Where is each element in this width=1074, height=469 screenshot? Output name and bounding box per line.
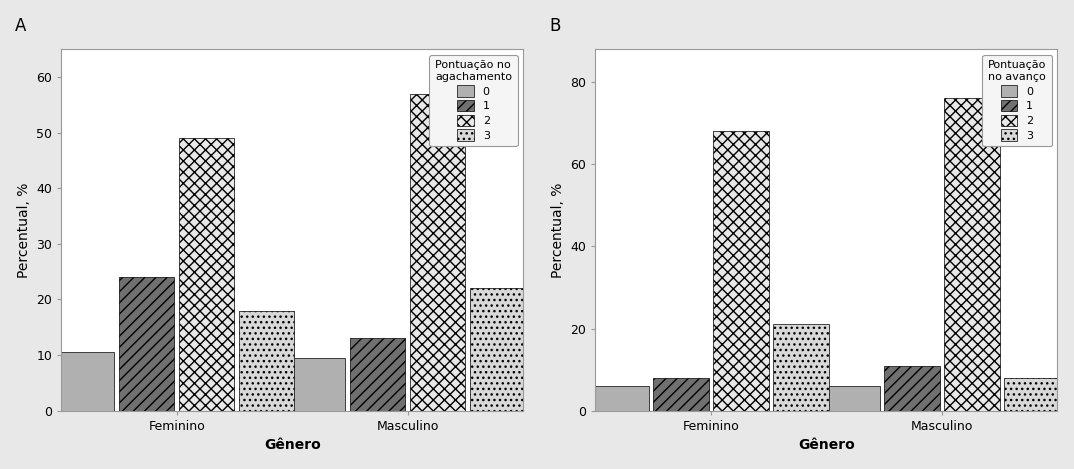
Text: B: B [549, 16, 561, 35]
Bar [240, 310, 294, 411]
Y-axis label: Percentual, %: Percentual, % [17, 182, 31, 278]
Bar [824, 386, 880, 411]
Bar [653, 378, 709, 411]
Text: A: A [15, 16, 27, 35]
X-axis label: Gênero: Gênero [264, 439, 320, 452]
Bar [179, 138, 234, 411]
Bar [410, 94, 465, 411]
Bar [290, 358, 346, 411]
X-axis label: Gênero: Gênero [798, 439, 855, 452]
Bar [350, 339, 405, 411]
Legend: 0, 1, 2, 3: 0, 1, 2, 3 [430, 55, 518, 146]
Bar [119, 277, 174, 411]
Bar [884, 365, 940, 411]
Legend: 0, 1, 2, 3: 0, 1, 2, 3 [983, 55, 1051, 146]
Bar [944, 98, 1000, 411]
Bar [773, 325, 829, 411]
Bar [59, 352, 114, 411]
Bar [1004, 378, 1060, 411]
Bar [593, 386, 649, 411]
Bar [713, 131, 769, 411]
Bar [470, 288, 525, 411]
Y-axis label: Percentual, %: Percentual, % [551, 182, 565, 278]
